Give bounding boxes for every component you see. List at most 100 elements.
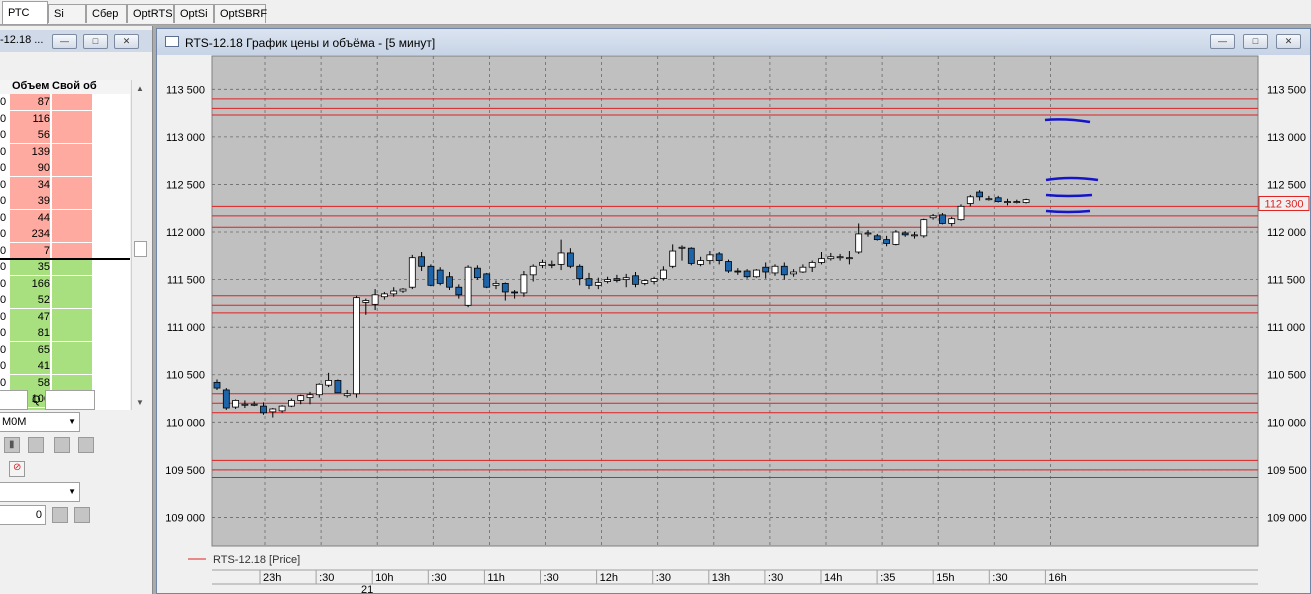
thermometer-icon[interactable]: ▮ (4, 437, 20, 453)
candle-body (911, 234, 918, 237)
candle (213, 379, 221, 390)
candle (455, 284, 463, 299)
bid-row[interactable]: 0 35 (0, 259, 130, 275)
x-tick-label: :30 (656, 572, 671, 584)
chart-maximize-button[interactable]: □ (1243, 34, 1268, 49)
candle (585, 272, 593, 290)
candle-body (436, 269, 444, 284)
order-type-select[interactable]: ▼ (0, 482, 80, 502)
ask-row[interactable]: 0 44 (0, 209, 130, 226)
bid-row[interactable]: 0 81 (0, 325, 130, 341)
bid-row[interactable]: 0 65 (0, 341, 130, 358)
stepper-button[interactable] (52, 507, 68, 523)
apply-button[interactable] (74, 507, 90, 523)
tab-si[interactable]: Si (48, 4, 86, 23)
candle-body (539, 262, 546, 266)
quantity-value: 0 (35, 509, 42, 521)
account-select[interactable]: M0M ▼ (0, 412, 80, 432)
bid-row[interactable]: 0 47 (0, 308, 130, 325)
candle (260, 402, 267, 415)
candle (762, 262, 770, 279)
candle-body (660, 269, 667, 280)
candle-body (213, 381, 221, 389)
ask-row[interactable]: 0 56 (0, 127, 130, 143)
scroll-down-icon[interactable]: ▼ (136, 398, 144, 407)
ask-row[interactable]: 0 34 (0, 176, 130, 193)
drawn-level-marker (1045, 176, 1099, 182)
candle (920, 218, 928, 238)
maximize-button[interactable]: □ (83, 34, 108, 49)
table-header: Объем Свой об (0, 80, 130, 94)
column-header-own: Свой об (52, 80, 97, 92)
y-tick-label-left: 112 000 (166, 227, 205, 239)
tab-rts[interactable]: РТС (2, 1, 48, 24)
x-tick-label: 15h (936, 572, 954, 584)
y-tick-label-left: 110 000 (166, 417, 205, 429)
candle (446, 271, 453, 291)
candle (901, 231, 909, 237)
tool-button-2[interactable] (28, 437, 44, 453)
candle-body (669, 250, 677, 267)
candle (632, 271, 639, 288)
ask-row[interactable]: 0 116 (0, 110, 130, 127)
candle-body (390, 290, 398, 295)
ask-row[interactable]: 0 234 (0, 226, 130, 242)
vertical-scrollbar[interactable]: ▲ ▼ (131, 80, 148, 410)
candle-body (985, 198, 993, 201)
row-own-volume (52, 358, 92, 374)
row-own-volume (52, 127, 92, 143)
tab-sber[interactable]: Сбер (86, 4, 127, 23)
bid-row[interactable]: 0 52 (0, 292, 130, 308)
ask-row[interactable]: 0 39 (0, 193, 130, 209)
ask-row[interactable]: 0 139 (0, 143, 130, 160)
candle-body (762, 266, 770, 273)
y-tick-label-left: 111 000 (167, 322, 205, 334)
scroll-up-icon[interactable]: ▲ (136, 84, 144, 93)
quantity-input[interactable] (45, 390, 95, 410)
tab-optsi[interactable]: OptSi (174, 4, 214, 23)
candle (836, 253, 844, 261)
cancel-orders-icon[interactable]: ⊘ (9, 461, 25, 477)
ask-row[interactable]: 0 87 (0, 94, 130, 110)
chart-minimize-button[interactable]: — (1210, 34, 1235, 49)
row-own-volume (52, 226, 92, 242)
row-own-volume (52, 292, 92, 308)
candle (232, 399, 240, 409)
ask-row[interactable]: 0 90 (0, 160, 130, 176)
tab-optsbrf[interactable]: OptSBRF (214, 4, 267, 23)
row-side: 0 (0, 376, 7, 389)
candle-body (483, 273, 491, 288)
candle (873, 233, 881, 241)
bid-row[interactable]: 0 166 (0, 275, 130, 292)
candle (725, 259, 732, 273)
candle-body (594, 282, 602, 286)
scroll-thumb[interactable] (134, 241, 147, 257)
quantity-field[interactable]: 0 (0, 505, 46, 525)
price-input[interactable] (0, 390, 28, 410)
minimize-button[interactable]: — (52, 34, 77, 49)
chart-close-button[interactable]: ✕ (1276, 34, 1301, 49)
x-tick-label: :30 (992, 572, 1007, 584)
tab-optrts[interactable]: OptRTS (127, 4, 174, 23)
row-own-volume (52, 176, 92, 193)
candle (325, 372, 333, 388)
candle-body (994, 197, 1002, 202)
candle (464, 265, 472, 308)
x-tick-label: 16h (1048, 572, 1066, 584)
drawn-level-marker (1045, 209, 1091, 214)
bid-row[interactable]: 0 41 (0, 358, 130, 374)
candle (939, 212, 946, 225)
close-button[interactable]: ✕ (114, 34, 139, 49)
candle-body (557, 252, 565, 265)
row-side: 0 (0, 277, 7, 290)
candle-body (966, 196, 974, 204)
tool-button-3[interactable] (54, 437, 70, 453)
row-own-volume (52, 193, 92, 209)
tool-button-4[interactable] (78, 437, 94, 453)
candle-body (371, 294, 379, 305)
bid-row[interactable]: 0 58 (0, 374, 130, 391)
row-own-volume (52, 209, 92, 226)
plot-area[interactable] (211, 55, 1259, 547)
